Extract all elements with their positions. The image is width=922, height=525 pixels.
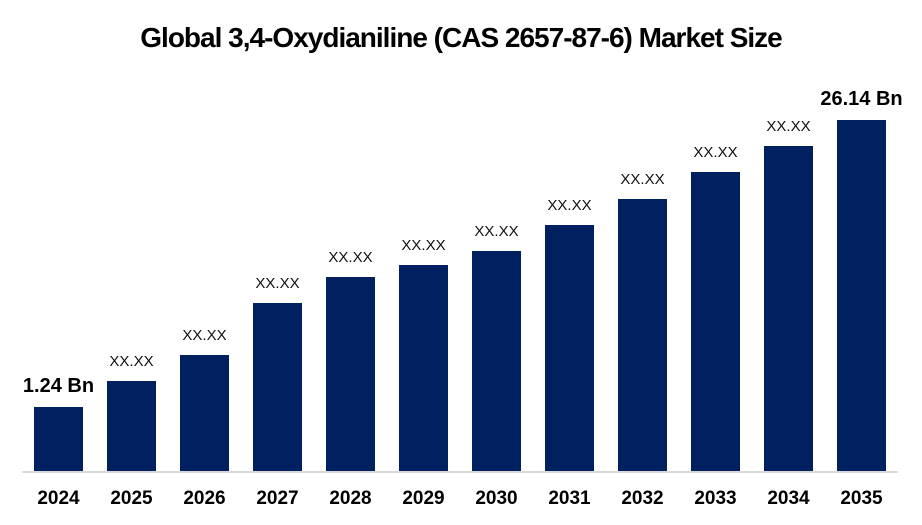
bar-group-2031: XX.XX — [533, 80, 606, 471]
value-label-masked-2033: XX.XX — [693, 144, 738, 161]
bar-group-2032: XX.XX — [606, 80, 679, 471]
value-label-masked-2027: XX.XX — [255, 275, 300, 292]
bar-group-2028: XX.XX — [314, 80, 387, 471]
bar-group-2034: XX.XX — [752, 80, 825, 471]
bar-2025 — [107, 381, 156, 471]
bar-2035 — [837, 120, 886, 471]
bar-2027 — [253, 303, 302, 471]
value-label-masked-2034: XX.XX — [766, 118, 811, 135]
x-axis-line — [22, 471, 898, 473]
chart-title: Global 3,4-Oxydianiline (CAS 2657-87-6) … — [140, 22, 782, 53]
bar-2030 — [472, 251, 521, 471]
bar-2034 — [764, 146, 813, 471]
bar-group-2035: 26.14 Bn — [820, 80, 903, 471]
bar-2024 — [34, 407, 83, 471]
value-label-masked-2032: XX.XX — [620, 171, 665, 188]
x-axis-label-2031: 2031 — [548, 488, 591, 509]
bar-group-2027: XX.XX — [241, 80, 314, 471]
value-label-masked-2029: XX.XX — [401, 237, 446, 254]
x-axis-label-2029: 2029 — [402, 488, 445, 509]
bar-group-2029: XX.XX — [387, 80, 460, 471]
x-axis-label-2030: 2030 — [475, 488, 518, 509]
bar-2029 — [399, 265, 448, 471]
bar-group-2033: XX.XX — [679, 80, 752, 471]
bar-group-2030: XX.XX — [460, 80, 533, 471]
value-label-masked-2025: XX.XX — [109, 353, 154, 370]
x-axis-label-2033: 2033 — [694, 488, 737, 509]
bar-2032 — [618, 199, 667, 471]
x-axis-label-2034: 2034 — [767, 488, 810, 509]
bar-2033 — [691, 172, 740, 471]
value-label-known-2024: 1.24 Bn — [22, 375, 95, 397]
bar-2028 — [326, 277, 375, 471]
bar-group-2024: 1.24 Bn — [22, 80, 95, 471]
x-axis-label-2027: 2027 — [256, 488, 299, 509]
value-label-masked-2030: XX.XX — [474, 223, 519, 240]
x-axis-label-2024: 2024 — [37, 488, 80, 509]
value-label-masked-2031: XX.XX — [547, 197, 592, 214]
x-axis-label-2035: 2035 — [840, 488, 883, 509]
bar-2026 — [180, 355, 229, 471]
x-axis-labels: 2024 2025 2026 2027 2028 2029 2030 2031 2032 2033… — [22, 488, 898, 510]
x-axis-label-2026: 2026 — [183, 488, 226, 509]
x-axis-label-2032: 2032 — [621, 488, 664, 509]
plot-area: 1.24 Bn XX.XX XX.XX XX.XX XX.XX XX.XX XX.XX XX.… — [22, 80, 903, 471]
bar-2031 — [545, 225, 594, 471]
value-label-masked-2028: XX.XX — [328, 249, 373, 266]
value-label-masked-2026: XX.XX — [182, 327, 227, 344]
x-axis-label-2028: 2028 — [329, 488, 372, 509]
bar-group-2026: XX.XX — [168, 80, 241, 471]
value-label-known-2035: 26.14 Bn — [820, 88, 903, 110]
x-axis-label-2025: 2025 — [110, 488, 153, 509]
bar-group-2025: XX.XX — [95, 80, 168, 471]
